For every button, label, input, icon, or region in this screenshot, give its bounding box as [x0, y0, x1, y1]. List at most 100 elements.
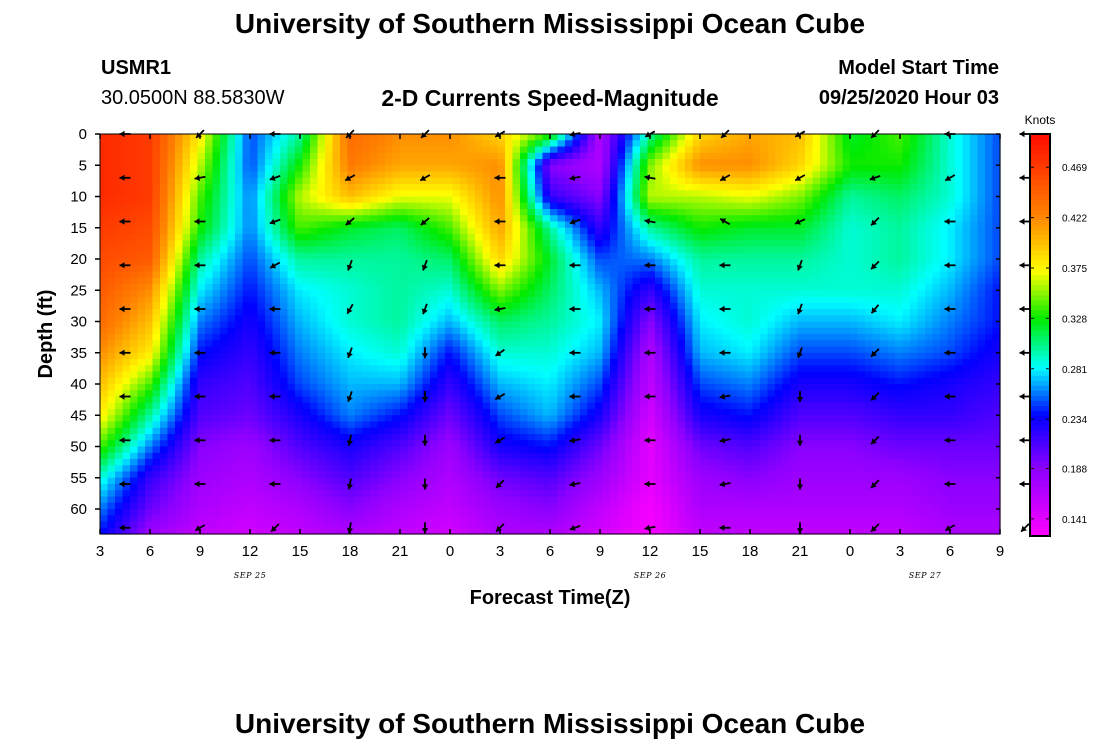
heatmap-cell: [205, 390, 214, 398]
heatmap-cell: [107, 365, 116, 373]
heatmap-cell: [452, 271, 461, 279]
heatmap-cell: [212, 290, 221, 298]
heatmap-cell: [572, 134, 581, 141]
heatmap-cell: [527, 471, 536, 479]
heatmap-cell: [115, 246, 124, 254]
heatmap-cell: [242, 296, 251, 304]
heatmap-cell: [542, 409, 551, 416]
heatmap-cell: [377, 146, 386, 154]
heatmap-cell: [107, 377, 116, 385]
heatmap-cell: [370, 521, 379, 529]
heatmap-cell: [332, 415, 341, 423]
heatmap-cell: [595, 134, 604, 141]
heatmap-cell: [610, 471, 619, 479]
heatmap-cell: [130, 240, 139, 248]
heatmap-cell: [445, 334, 454, 341]
heatmap-cell: [302, 290, 311, 298]
heatmap-cell: [160, 165, 169, 173]
heatmap-cell: [122, 196, 131, 204]
heatmap-cell: [377, 271, 386, 279]
heatmap-cell: [535, 352, 544, 360]
heatmap-cell: [572, 521, 581, 529]
heatmap-cell: [580, 490, 589, 498]
heatmap-cell: [535, 159, 544, 166]
heatmap-cell: [310, 290, 319, 298]
heatmap-cell: [235, 496, 244, 504]
heatmap-cell: [572, 490, 581, 498]
heatmap-cell: [250, 171, 259, 179]
heatmap-cell: [407, 246, 416, 254]
heatmap-cell: [587, 421, 596, 429]
heatmap-cell: [197, 352, 206, 360]
heatmap-cell: [437, 321, 446, 329]
heatmap-cell: [625, 209, 634, 216]
heatmap-cell: [557, 390, 566, 398]
heatmap-cell: [565, 159, 574, 166]
heatmap-cell: [632, 365, 641, 373]
heatmap-cell: [317, 140, 326, 148]
heatmap-cell: [632, 265, 641, 273]
heatmap-cell: [212, 490, 221, 498]
heatmap-cell: [625, 252, 634, 260]
heatmap-cell: [557, 490, 566, 498]
heatmap-cell: [175, 196, 184, 204]
heatmap-cell: [287, 502, 296, 510]
heatmap-cell: [662, 234, 671, 241]
heatmap-cell: [550, 409, 559, 416]
heatmap-cell: [227, 352, 236, 360]
heatmap-cell: [400, 140, 409, 148]
heatmap-cell: [340, 346, 349, 354]
heatmap-cell: [415, 271, 424, 279]
heatmap-cell: [242, 471, 251, 479]
heatmap-cell: [490, 496, 499, 504]
heatmap-cell: [370, 271, 379, 279]
heatmap-cell: [407, 509, 416, 516]
heatmap-cell: [520, 421, 529, 429]
heatmap-cell: [122, 190, 131, 198]
heatmap-cell: [242, 509, 251, 516]
heatmap-cell: [595, 296, 604, 304]
heatmap-cell: [325, 177, 334, 185]
heatmap-cell: [355, 152, 364, 160]
heatmap-cell: [580, 484, 589, 491]
heatmap-cell: [602, 452, 611, 460]
heatmap-cell: [535, 346, 544, 354]
heatmap-cell: [617, 146, 626, 154]
heatmap-cell: [130, 196, 139, 204]
heatmap-cell: [565, 146, 574, 154]
heatmap-cell: [107, 321, 116, 329]
heatmap-cell: [130, 477, 139, 485]
heatmap-cell: [205, 521, 214, 529]
heatmap-cell: [385, 221, 394, 229]
heatmap-cell: [175, 152, 184, 160]
heatmap-cell: [355, 396, 364, 404]
heatmap-cell: [490, 371, 499, 379]
heatmap-cell: [130, 277, 139, 285]
heatmap-cell: [317, 259, 326, 266]
heatmap-cell: [167, 227, 176, 235]
heatmap-cell: [302, 452, 311, 460]
heatmap-cell: [122, 484, 131, 491]
heatmap-cell: [602, 221, 611, 229]
heatmap-cell: [565, 421, 574, 429]
heatmap-cell: [587, 452, 596, 460]
heatmap-cell: [122, 290, 131, 298]
heatmap-cell: [220, 184, 229, 191]
heatmap-cell: [647, 471, 656, 479]
heatmap-cell: [130, 221, 139, 229]
heatmap-cell: [655, 384, 664, 391]
heatmap-cell: [595, 321, 604, 329]
heatmap-cell: [587, 165, 596, 173]
heatmap-cell: [250, 377, 259, 385]
heatmap-cell: [227, 259, 236, 266]
heatmap-cell: [167, 346, 176, 354]
heatmap-cell: [265, 490, 274, 498]
heatmap-cell: [160, 509, 169, 516]
heatmap-cell: [647, 521, 656, 529]
heatmap-cell: [265, 415, 274, 423]
heatmap-cell: [295, 477, 304, 485]
heatmap-cell: [212, 484, 221, 491]
heatmap-cell: [100, 265, 109, 273]
heatmap-cell: [392, 259, 401, 266]
heatmap-cell: [137, 527, 146, 535]
